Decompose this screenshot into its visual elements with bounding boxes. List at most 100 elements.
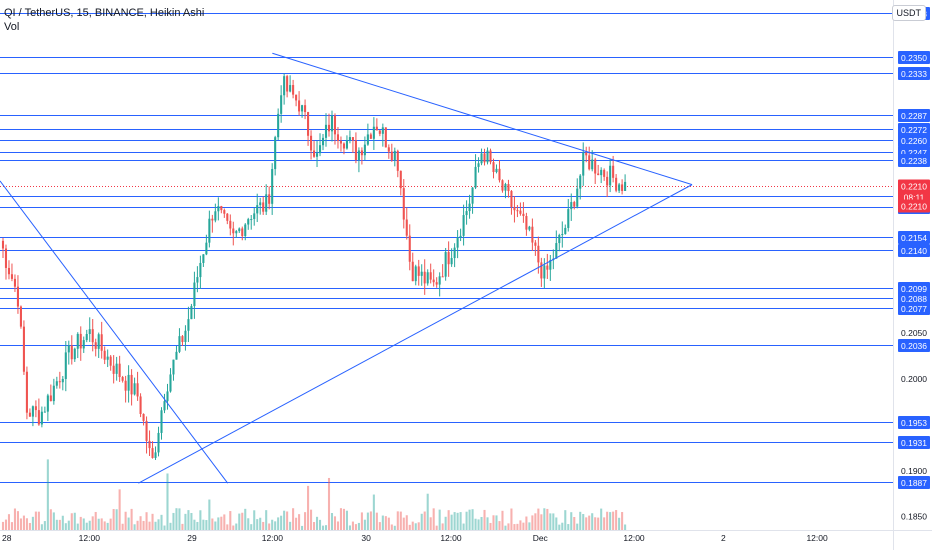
candle-body: [286, 76, 289, 92]
volume-bar: [169, 522, 172, 530]
candle-body: [88, 329, 91, 334]
volume-bar: [474, 518, 477, 530]
volume-bar: [184, 513, 187, 530]
volume-bar: [151, 513, 154, 530]
volume-bar: [570, 512, 573, 530]
candle-body: [253, 213, 256, 220]
volume-bar: [190, 512, 193, 530]
candle-body: [229, 220, 232, 229]
volume-bar: [10, 522, 14, 530]
candle-body: [321, 137, 325, 146]
volume-bar: [154, 521, 157, 530]
level-price-label: 0.1931: [901, 438, 927, 448]
volume-bar: [163, 525, 166, 530]
candle-body: [420, 271, 423, 276]
volume-bar: [390, 524, 393, 530]
volume-bar: [223, 514, 226, 530]
candle-body: [396, 150, 399, 171]
x-axis-tick-label: 28: [2, 533, 12, 543]
candle-body: [58, 381, 61, 383]
volume-bar: [172, 512, 175, 530]
volume-bar: [480, 516, 483, 530]
currency-button[interactable]: USDT: [891, 5, 926, 21]
volume-bar: [70, 513, 73, 530]
volume-bar: [94, 511, 97, 530]
candle-body: [324, 124, 328, 138]
volume-bar: [55, 519, 58, 530]
candle-body: [354, 140, 357, 160]
volume-bar: [603, 517, 606, 530]
volume-bar: [181, 523, 184, 530]
candle-body: [525, 216, 528, 230]
candle-body: [181, 336, 184, 342]
candle-body: [462, 215, 465, 236]
x-axis-tick-label: 12:00: [440, 533, 462, 543]
candle-body: [411, 261, 414, 282]
candles-group: [1, 73, 627, 460]
candle-body: [585, 152, 588, 156]
candle-body: [315, 153, 319, 157]
candle-body: [187, 319, 190, 331]
candle-body: [456, 237, 459, 248]
level-price-label: 0.2154: [901, 233, 927, 243]
volume-bar: [432, 508, 435, 530]
extra-price-label: 0.2210: [901, 202, 927, 212]
candle-body: [348, 137, 351, 141]
volume-bar: [67, 520, 70, 530]
volume-bar: [211, 518, 214, 530]
candle-body: [148, 440, 151, 449]
candle-body: [268, 194, 271, 204]
volume-bar: [52, 512, 55, 530]
volume-bar: [330, 513, 334, 530]
candle-body: [106, 356, 109, 360]
candle-body: [70, 345, 73, 360]
candle-body: [28, 412, 31, 417]
countdown-label: 08:11: [904, 193, 925, 203]
candle-body: [94, 342, 97, 349]
volume-bar: [64, 523, 67, 530]
volume-bar: [558, 524, 561, 530]
volume-bar: [438, 509, 441, 530]
candle-body: [480, 153, 483, 164]
candle-body: [333, 115, 337, 135]
level-price-label: 0.2088: [901, 294, 927, 304]
volume-bar: [7, 514, 11, 530]
candle-body: [214, 211, 217, 221]
candle-body: [220, 206, 223, 211]
candle-body: [196, 277, 199, 283]
volume-bar: [363, 519, 366, 530]
chart-header: QI / TetherUS, 15, BINANCE, Heikin Ashi …: [4, 6, 204, 34]
chart-title: QI / TetherUS, 15, BINANCE, Heikin Ashi: [4, 7, 205, 19]
level-price-tag: [898, 339, 930, 352]
candle-body: [405, 219, 408, 236]
volume-bar: [465, 511, 468, 530]
level-price-tag: [898, 476, 930, 489]
candle-body: [73, 348, 76, 360]
candle-body: [495, 168, 498, 173]
candle-body: [184, 330, 187, 342]
level-price-label: 0.2272: [901, 125, 927, 135]
volume-bar: [345, 510, 348, 530]
candle-body: [531, 226, 534, 243]
volume-bar: [525, 516, 528, 530]
candle-body: [621, 184, 624, 191]
candle-body: [172, 359, 175, 375]
volume-bar: [277, 517, 280, 530]
current-price-tag: [898, 179, 930, 205]
candle-body: [618, 184, 621, 191]
volume-bar: [127, 517, 130, 530]
candle-body: [426, 272, 429, 284]
volume-bar: [112, 509, 115, 530]
candle-body: [217, 206, 220, 212]
level-price-label: 0.2287: [901, 111, 927, 121]
candle-body: [579, 175, 582, 189]
volume-bar: [387, 517, 390, 530]
volume-bar: [295, 517, 298, 530]
volume-bar: [73, 512, 76, 530]
volume-bar: [537, 508, 540, 530]
volume-indicator-label[interactable]: Vol: [4, 21, 20, 33]
candle-body: [390, 151, 393, 161]
candle-body: [199, 262, 202, 278]
